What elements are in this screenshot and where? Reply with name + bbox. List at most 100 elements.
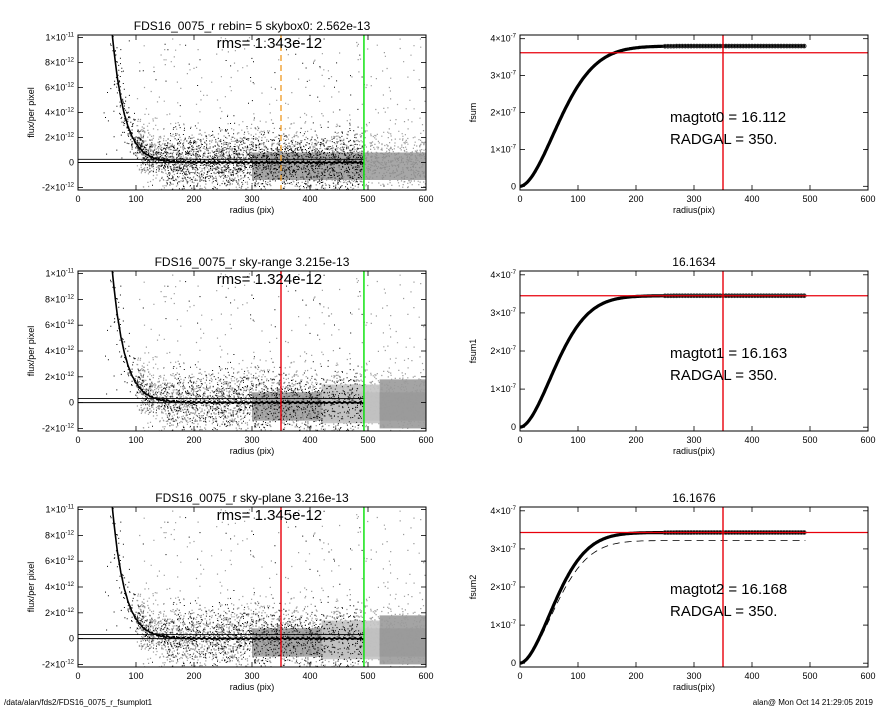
growth-marker [767, 43, 772, 49]
x-tick-label: 600 [860, 435, 875, 445]
growth-marker [758, 43, 764, 49]
growth-3: magtot2 = 16.168 RADGAL = 350. 0 100 200 300 4… [468, 491, 876, 692]
x-tick-label: 300 [244, 194, 259, 204]
x-tick-label: 0 [517, 194, 522, 204]
growth-1: magtot0 = 16.112 RADGAL = 350. 0 100 200 300 4… [468, 34, 876, 215]
y-tick-label: 2×10-12 [45, 372, 75, 382]
magtot-annotation: magtot2 = 16.168 [670, 581, 787, 598]
x-tick-label: 400 [744, 194, 759, 204]
x-tick-label: 0 [517, 671, 522, 681]
y-tick-label: 0 [511, 181, 516, 191]
growth-curve-dashed [520, 540, 806, 664]
y-tick-label: 3×10-7 [490, 71, 516, 81]
growth-marker [682, 43, 688, 49]
growth-markers [662, 43, 807, 49]
x-tick-label: 400 [302, 435, 317, 445]
y-axis-label: fsum1 [468, 339, 478, 364]
x-tick-label: 200 [186, 671, 201, 681]
x-tick-label: 500 [360, 435, 375, 445]
x-tick-label: 100 [128, 435, 143, 445]
growth-marker [735, 43, 740, 49]
chart-title: FDS16_0075_r sky-plane 3.216e-13 [155, 491, 349, 505]
x-tick-label: 300 [686, 435, 701, 445]
x-tick-label: 100 [570, 671, 585, 681]
growth-marker [709, 43, 714, 49]
growth-marker [694, 43, 700, 49]
x-tick-label: 500 [360, 194, 375, 204]
x-tick-label: 0 [75, 671, 80, 681]
growth-marker [796, 43, 801, 49]
chart-title: 16.1676 [672, 491, 716, 505]
chart-title: FDS16_0075_r rebin= 5 skybox0: 2.562e-13 [134, 19, 371, 33]
plot-area [520, 507, 868, 667]
x-axis-label: radius(pix) [673, 205, 715, 215]
growth-marker [680, 43, 685, 49]
y-tick-label: 1×10-11 [45, 269, 74, 279]
x-tick-label: 600 [860, 194, 875, 204]
growth-marker [717, 43, 723, 49]
y-tick-label: 6×10-12 [45, 556, 75, 566]
y-tick-label: -2×10-12 [42, 423, 75, 433]
profile-2: rms= 1.324e-12 0 100 200 300 400 500 600 1×10-11… [26, 255, 434, 456]
x-tick-label: 200 [628, 671, 643, 681]
x-tick-label: 100 [128, 194, 143, 204]
x-tick-label: 600 [418, 435, 433, 445]
growth-marker [668, 43, 674, 49]
y-axis-label: flux/per pixel [26, 562, 36, 613]
plot-area [520, 35, 868, 190]
profile-curve [111, 507, 364, 641]
y-tick-label: 1×10-11 [45, 33, 74, 43]
y-axis-label: fsum2 [468, 575, 478, 600]
x-tick-label: 300 [686, 194, 701, 204]
x-tick-label: 300 [686, 671, 701, 681]
growth-marker [665, 43, 671, 49]
growth-marker [729, 43, 735, 49]
growth-marker [674, 43, 679, 49]
x-tick-label: 300 [244, 435, 259, 445]
x-tick-label: 200 [628, 435, 643, 445]
magtot-annotation: magtot0 = 16.112 [670, 109, 786, 126]
growth-marker [706, 43, 711, 49]
x-tick-label: 400 [744, 671, 759, 681]
y-tick-label: 2×10-7 [490, 582, 516, 592]
y-tick-label: 0 [69, 398, 74, 408]
y-tick-label: 3×10-7 [490, 308, 516, 318]
y-tick-label: 0 [69, 634, 74, 644]
y-tick-label: 2×10-12 [45, 133, 75, 143]
growth-marker [764, 43, 769, 49]
x-tick-label: 400 [744, 435, 759, 445]
x-tick-label: 500 [802, 435, 817, 445]
x-tick-label: 600 [860, 671, 875, 681]
growth-marker [662, 43, 668, 49]
chart-title: FDS16_0075_r sky-range 3.215e-13 [155, 255, 350, 269]
y-tick-label: 8×10-12 [45, 294, 75, 304]
y-tick-label: 8×10-12 [45, 58, 75, 68]
y-tick-label: 4×10-12 [45, 108, 75, 118]
x-tick-label: 100 [570, 435, 585, 445]
growth-marker [740, 43, 746, 49]
growth-marker [781, 43, 787, 49]
growth-marker [738, 43, 743, 49]
x-tick-label: 200 [186, 194, 201, 204]
x-axis-label: radius (pix) [230, 682, 275, 692]
y-tick-label: 3×10-7 [490, 544, 516, 554]
growth-marker [711, 43, 717, 49]
growth-marker [787, 43, 793, 49]
growth-marker [726, 43, 732, 49]
growth-marker [677, 43, 682, 49]
y-tick-label: 2×10-7 [490, 108, 516, 118]
growth-marker [688, 43, 694, 49]
y-axis-label: flux/per pixel [26, 326, 36, 377]
x-axis-label: radius(pix) [673, 446, 715, 456]
growth-marker [761, 43, 766, 49]
growth-marker [778, 43, 784, 49]
growth-marker [714, 43, 720, 49]
radgal-annotation: RADGAL = 350. [670, 603, 777, 620]
growth-marker [700, 43, 706, 49]
footer-file-path: /data/alan/fds2/FDS16_0075_r_fsumplot1 [4, 698, 153, 707]
y-tick-label: 6×10-12 [45, 320, 75, 330]
profile-3: rms= 1.345e-12 0 100 200 300 400 500 600 1×10-11… [26, 491, 434, 692]
growth-marker [769, 43, 775, 49]
y-tick-label: -2×10-12 [42, 183, 75, 193]
